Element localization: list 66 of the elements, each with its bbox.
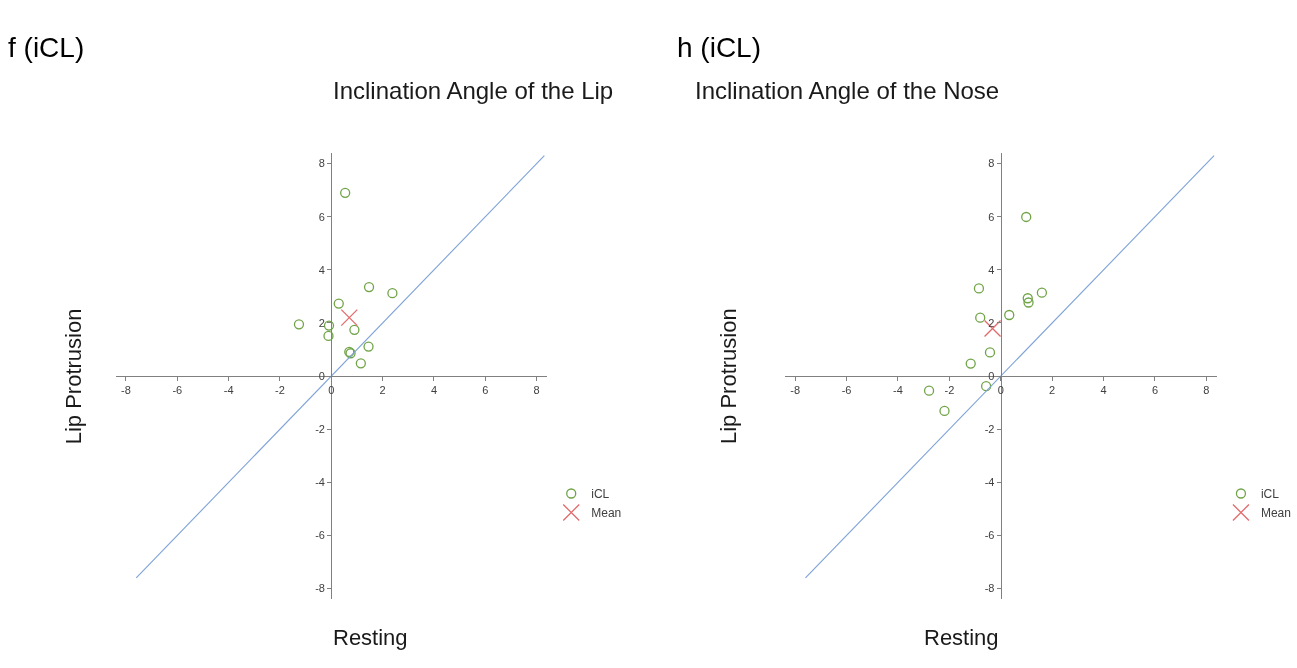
y-tick-label: 4 xyxy=(318,263,325,276)
x-tick-label: -8 xyxy=(790,384,801,397)
x-tick-label: -4 xyxy=(223,384,234,397)
x-tick-label: -8 xyxy=(121,384,131,397)
y-tick-label: 2 xyxy=(988,316,995,329)
point xyxy=(923,385,935,396)
point xyxy=(965,358,976,369)
point xyxy=(355,358,366,369)
y-tick-label: 4 xyxy=(988,263,995,276)
x-axis-title: Resting xyxy=(333,625,408,650)
y-tick-label: -6 xyxy=(315,529,325,542)
x-tick-label: 6 xyxy=(1151,384,1159,397)
y-axis-title: Lip Protrusion xyxy=(715,308,741,445)
chart-title: Inclination Angle of the Lip xyxy=(333,77,614,104)
point xyxy=(293,319,305,330)
x-tick-label: 8 xyxy=(533,384,540,397)
point xyxy=(363,341,374,352)
point xyxy=(387,288,398,299)
y-tick-label: -2 xyxy=(984,423,995,436)
point xyxy=(333,298,344,309)
point xyxy=(363,281,375,293)
x-tick-label: -2 xyxy=(275,384,285,397)
y-tick-label: -4 xyxy=(315,476,325,489)
y-tick-label: 8 xyxy=(988,157,995,170)
x-tick-label: 6 xyxy=(482,384,489,397)
point xyxy=(340,309,358,327)
y-tick-label: -2 xyxy=(315,423,325,436)
point xyxy=(975,312,986,323)
point xyxy=(1021,211,1032,223)
y-tick-label: -6 xyxy=(984,529,995,542)
y-tick-label: -8 xyxy=(315,582,325,595)
text: h (iCL) xyxy=(677,32,762,63)
legend-label: Mean xyxy=(1260,506,1291,521)
x-tick-label: -6 xyxy=(841,384,852,397)
point xyxy=(323,330,334,342)
y-tick-label: 6 xyxy=(318,210,325,223)
text: f (iCL) xyxy=(8,32,85,63)
x-tick-label: 4 xyxy=(430,384,438,397)
point xyxy=(939,405,950,417)
chart-title: Inclination Angle of the Nose xyxy=(695,77,1000,104)
x-axis-title: Resting xyxy=(924,625,999,650)
point xyxy=(1004,309,1015,321)
point xyxy=(340,187,351,198)
y-tick-label: -4 xyxy=(984,476,995,489)
point xyxy=(973,283,985,294)
y-tick-label: 8 xyxy=(318,157,325,170)
y-axis-title: Lip Protrusion xyxy=(61,308,87,445)
x-tick-label: 2 xyxy=(1049,384,1056,397)
legend-label: iCL xyxy=(1260,487,1280,502)
y-tick-label: 6 xyxy=(988,210,995,223)
point xyxy=(349,324,360,336)
point xyxy=(980,381,992,392)
point xyxy=(984,347,996,358)
point xyxy=(1022,293,1033,304)
point xyxy=(1036,287,1048,298)
point xyxy=(1023,297,1034,308)
x-tick-label: 4 xyxy=(1100,384,1107,397)
y-tick-label: -8 xyxy=(984,582,995,595)
x-tick-label: 2 xyxy=(379,384,386,397)
legend-label: Mean xyxy=(591,506,622,521)
legend-label: iCL xyxy=(591,487,610,502)
x-tick-label: -4 xyxy=(893,384,903,397)
x-tick-label: -2 xyxy=(944,384,955,397)
y-tick-label: 2 xyxy=(318,316,325,329)
x-tick-label: 8 xyxy=(1203,384,1210,397)
x-tick-label: -6 xyxy=(172,384,183,397)
